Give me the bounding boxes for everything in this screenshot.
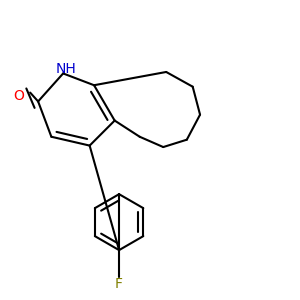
- Text: O: O: [14, 88, 24, 103]
- Text: F: F: [115, 277, 123, 291]
- Text: NH: NH: [56, 62, 76, 76]
